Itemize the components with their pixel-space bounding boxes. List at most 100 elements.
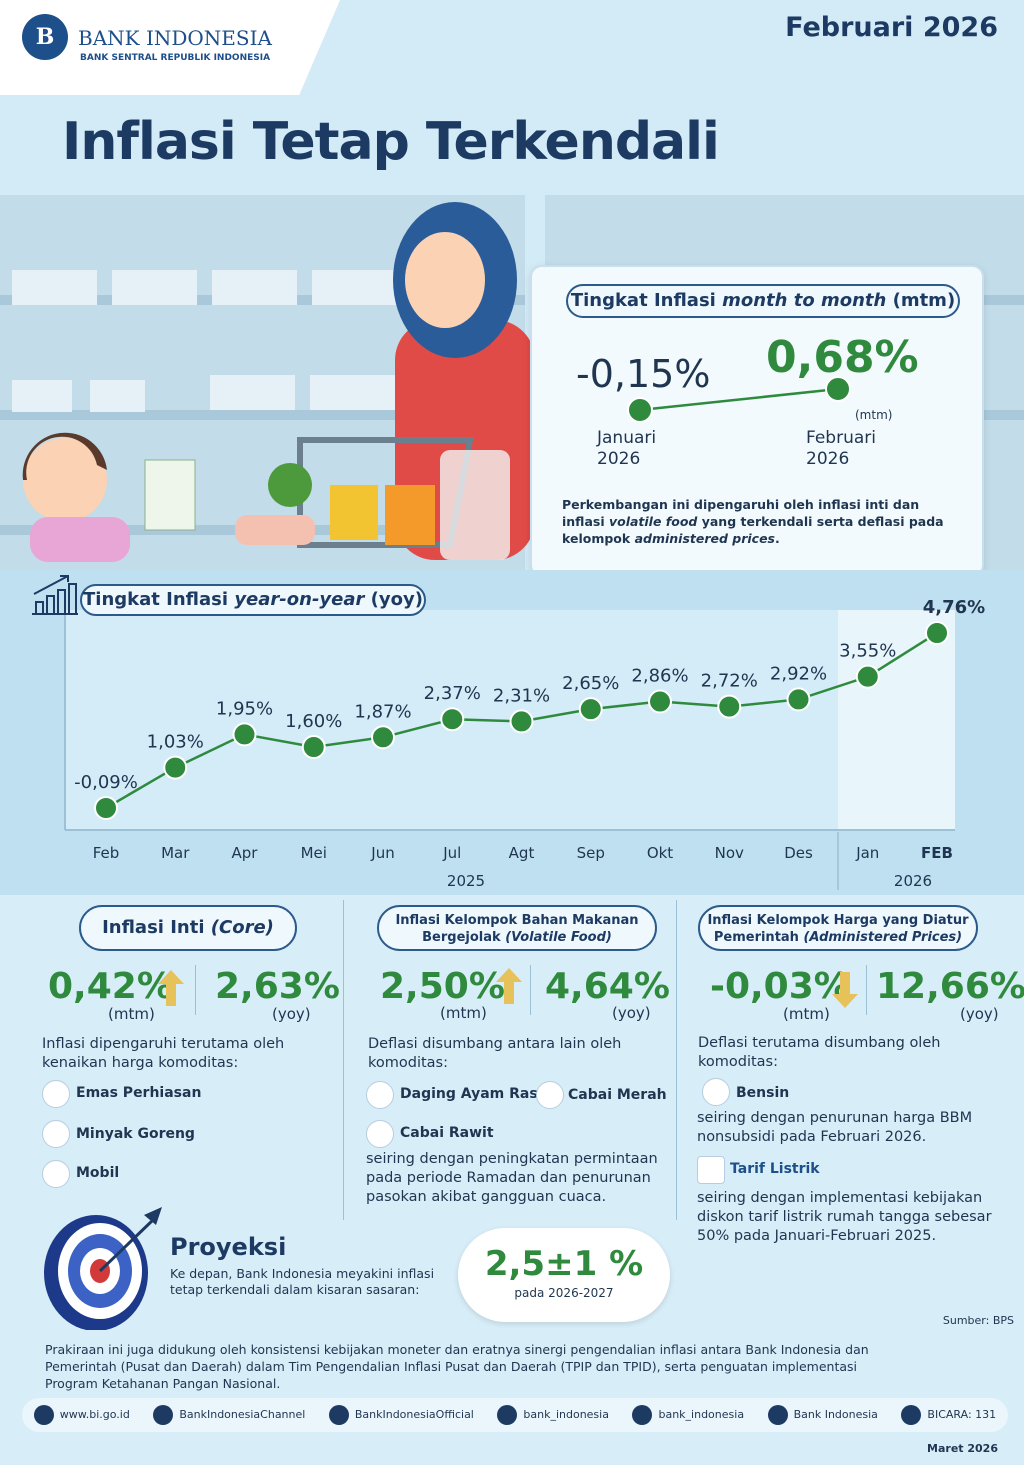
- mtm-unit: (mtm): [108, 1005, 155, 1023]
- title-part: (Core): [210, 917, 274, 938]
- x-tick-label: Des: [784, 844, 813, 862]
- footer-text: bank_indonesia: [523, 1408, 609, 1421]
- logo-mark: B: [22, 14, 68, 60]
- value-label: 3,55%: [839, 641, 896, 662]
- point: [855, 664, 880, 689]
- footer-text: BankIndonesiaChannel: [179, 1408, 306, 1421]
- footer-link[interactable]: bank_indonesia: [632, 1405, 744, 1425]
- note-part: yang terkendali serta deflasi pada kelom…: [562, 514, 944, 546]
- item-icon: [536, 1081, 564, 1109]
- x-tick-label: FEB: [921, 844, 953, 862]
- value-label: 1,87%: [354, 701, 411, 722]
- footer-link[interactable]: Bank Indonesia: [767, 1405, 878, 1425]
- item: Cabai Rawit: [400, 1125, 494, 1141]
- yoy-unit: (yoy): [612, 1004, 651, 1022]
- item-icon: [366, 1081, 394, 1109]
- year-label: 2026: [894, 872, 932, 890]
- item-icon: [702, 1078, 730, 1106]
- x-tick-label: Apr: [232, 844, 259, 862]
- point: [578, 697, 603, 722]
- footer-link[interactable]: bank_indonesia: [497, 1405, 609, 1425]
- divider: [195, 965, 196, 1015]
- mtm-jan-value: -0,15%: [576, 352, 711, 396]
- label-line: Februari: [806, 428, 876, 448]
- section-title: Inflasi Kelompok Bahan Makanan Bergejola…: [377, 905, 657, 951]
- point: [648, 689, 672, 714]
- mtm-chart: [627, 376, 851, 423]
- label-line: 2026: [806, 449, 850, 469]
- mtm-value: 0,42%: [48, 966, 173, 1007]
- x-tick-label: Mar: [161, 844, 190, 862]
- point: [371, 725, 395, 750]
- note-part: volatile food: [608, 514, 698, 529]
- mtm-unit: (mtm): [783, 1005, 830, 1023]
- chart-icon: [32, 575, 78, 615]
- value-label: 2,65%: [562, 673, 619, 694]
- label-line: Januari: [597, 428, 657, 448]
- item-icon: [42, 1080, 70, 1108]
- mtm-value: 2,50%: [380, 966, 505, 1007]
- plot-bg-2026: [838, 610, 955, 830]
- mtm-jan-label: Januari 2026: [597, 428, 656, 470]
- divider: [866, 965, 867, 1015]
- point: [440, 707, 465, 732]
- yoy-title: Tingkat Inflasi year-on-year (yoy): [80, 584, 426, 616]
- title-part: (Volatile Food): [505, 930, 612, 945]
- footer-icon: [33, 1405, 54, 1425]
- mtm-value: -0,03%: [710, 966, 850, 1007]
- mtm-line: [639, 387, 839, 412]
- paragraph: Prakiraan ini juga didukung oleh konsist…: [45, 1342, 869, 1391]
- note-part: Perkembangan ini dipengaruhi oleh inflas…: [562, 497, 920, 529]
- footer-text: BankIndonesiaOfficial: [354, 1408, 474, 1421]
- mtm-unit: (mtm): [440, 1004, 487, 1022]
- mtm-feb-label: Februari 2026: [806, 428, 876, 470]
- note-part: .: [775, 531, 780, 546]
- item: Tarif Listrik: [730, 1161, 820, 1177]
- point: [786, 687, 811, 712]
- item-icon: [366, 1120, 394, 1148]
- section-text: Deflasi terutama disumbang oleh komodita…: [698, 1035, 941, 1070]
- yoy-title-part: Tingkat Inflasi: [83, 589, 235, 610]
- footer-text: BICARA: 131: [927, 1408, 997, 1421]
- item: Daging Ayam Ras: [400, 1086, 538, 1102]
- projection-target: 2,5±1 %: [484, 1244, 644, 1284]
- footer-bar: www.bi.go.id BankIndonesiaChannel BankIn…: [22, 1398, 1008, 1432]
- footer-text: bank_indonesia: [658, 1408, 745, 1421]
- projection-title: Proyeksi: [170, 1233, 287, 1261]
- arrow-up: [158, 970, 184, 1006]
- x-tick-label: Agt: [509, 844, 535, 862]
- point: [232, 722, 257, 747]
- x-tick-label: Okt: [647, 844, 673, 862]
- footer-icon: [767, 1405, 788, 1425]
- divider: [530, 965, 531, 1015]
- arrow-up: [496, 968, 522, 1004]
- point: [925, 621, 949, 645]
- title-part: Inflasi Kelompok Bahan Makanan Bergejola…: [395, 913, 639, 945]
- footer-icon: [632, 1405, 653, 1425]
- point: [717, 694, 742, 719]
- x-tick-label: Jan: [855, 844, 879, 862]
- point: [301, 735, 326, 760]
- mtm-note: Perkembangan ini dipengaruhi oleh inflas…: [562, 496, 962, 547]
- x-tick-label: Nov: [715, 844, 744, 862]
- title-part: Inflasi Kelompok Harga yang Diatur Pemer…: [707, 913, 969, 945]
- footer-icon: [901, 1405, 922, 1425]
- item: Mobil: [76, 1165, 120, 1181]
- footer-link[interactable]: BICARA: 131: [901, 1405, 996, 1425]
- footer-link[interactable]: BankIndonesiaChannel: [153, 1405, 305, 1425]
- footer-date: Maret 2026: [927, 1442, 998, 1455]
- footer-link[interactable]: BankIndonesiaOfficial: [328, 1405, 474, 1425]
- point: [94, 796, 118, 820]
- bank-name: BANK INDONESIA: [78, 26, 272, 50]
- value-label: 1,03%: [147, 732, 204, 753]
- footer-link[interactable]: www.bi.go.id: [33, 1405, 130, 1425]
- item-note: seiring dengan implementasi kebijakan di…: [697, 1190, 992, 1244]
- mtm-title-part: month to month: [722, 290, 887, 311]
- section-after: seiring dengan peningkatan permintaan pa…: [366, 1151, 658, 1205]
- footer-icon: [328, 1405, 349, 1425]
- value-label: -0,09%: [74, 772, 138, 793]
- value-label: 4,76%: [923, 597, 985, 618]
- projection-text: Ke depan, Bank Indonesia meyakini inflas…: [170, 1266, 435, 1297]
- bank-sub: BANK SENTRAL REPUBLIK INDONESIA: [80, 53, 271, 63]
